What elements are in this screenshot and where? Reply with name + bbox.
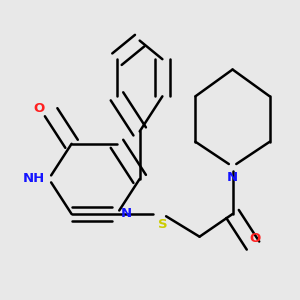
Text: N: N xyxy=(121,208,132,220)
Text: O: O xyxy=(250,232,261,245)
Text: NH: NH xyxy=(22,172,45,185)
Text: S: S xyxy=(158,218,167,231)
Text: N: N xyxy=(227,171,238,184)
Text: O: O xyxy=(34,102,45,115)
